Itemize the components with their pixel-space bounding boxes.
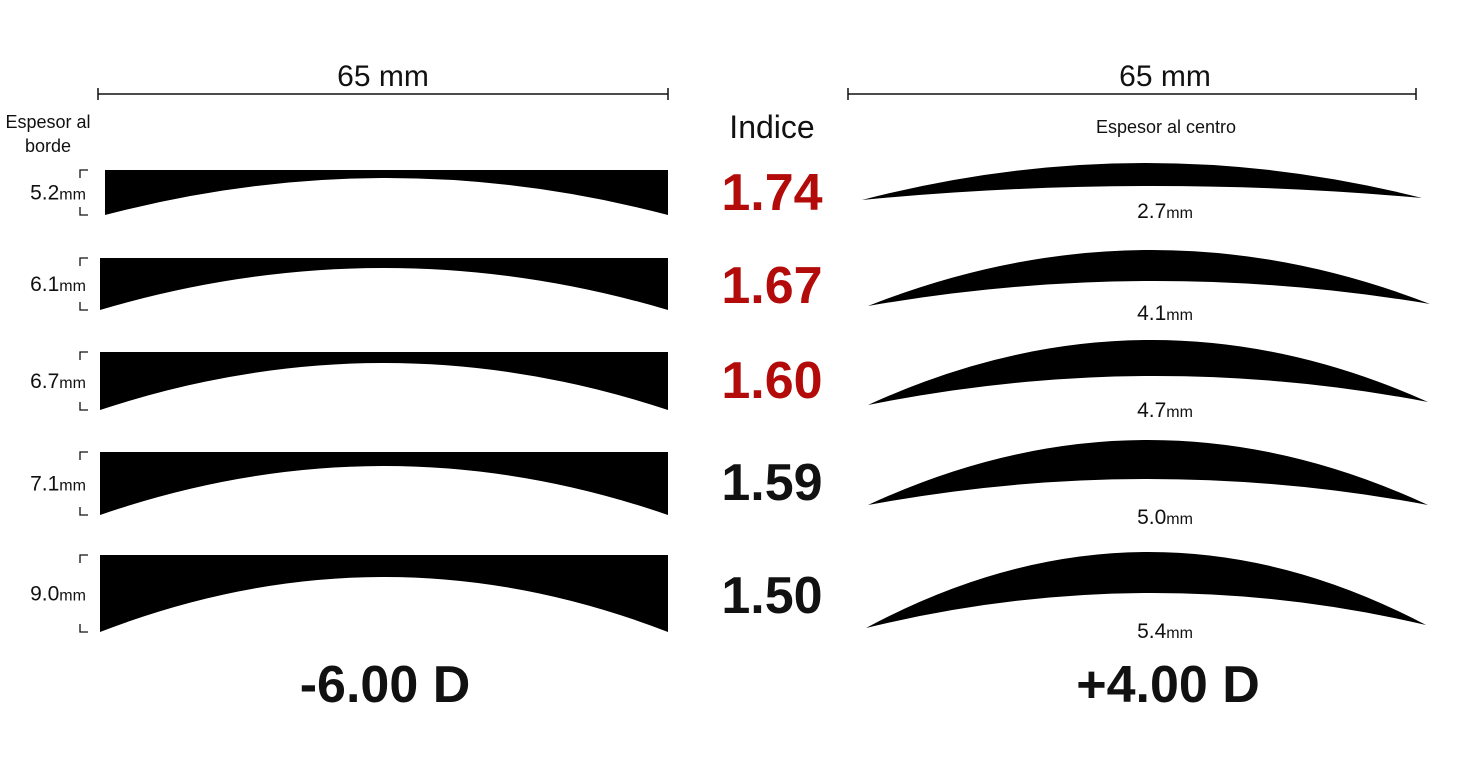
index-heading: Indice [729,109,814,145]
right-heading: Espesor al centro [1096,117,1236,137]
width-label: 65 mm [337,60,429,93]
index-value: 1.60 [721,352,822,410]
dimension-line [97,88,669,100]
plus-lens [862,162,1422,200]
center-thickness: 5.0mm [1137,506,1193,529]
thickness-unit: mm [59,588,86,605]
thickness-value: 5.0 [1137,506,1166,529]
thickness-value: 9.0 [30,583,59,606]
power-label: -6.00 D [300,656,471,714]
center-thickness: 5.4mm [1137,620,1193,643]
thickness-unit: mm [1166,511,1193,528]
dimension-line [847,88,1417,100]
thickness-unit: mm [1166,307,1193,324]
center-thickness: 4.7mm [1137,399,1193,422]
power-label: +4.00 D [1076,656,1260,714]
bracket [79,451,88,516]
thickness-unit: mm [59,187,86,204]
thickness-unit: mm [1166,625,1193,642]
thickness-unit: mm [1166,205,1193,222]
index-value: 1.74 [721,164,822,222]
minus-lens [100,258,668,310]
left-heading: Espesor al [5,112,90,132]
edge-thickness: 5.2mm [30,182,86,205]
left-heading: borde [25,136,71,156]
edge-thickness: 6.7mm [30,370,86,393]
minus-lens [100,555,668,632]
plus-lens [866,551,1426,628]
thickness-value: 4.7 [1137,399,1166,422]
center-thickness: 2.7mm [1137,200,1193,223]
bracket [79,351,88,411]
plus-lens [868,440,1428,505]
edge-thickness: 7.1mm [30,473,86,496]
thickness-unit: mm [59,375,86,392]
bracket [79,257,88,311]
minus-lens [100,352,668,410]
thickness-unit: mm [59,278,86,295]
thickness-value: 5.4 [1137,620,1167,643]
thickness-value: 6.7 [30,370,59,393]
minus-lens [100,452,668,515]
width-label: 65 mm [1119,60,1211,93]
thickness-unit: mm [1166,404,1193,421]
edge-thickness: 6.1mm [30,273,86,296]
index-value: 1.50 [721,567,822,625]
index-value: 1.59 [721,454,822,512]
index-value: 1.67 [721,257,822,315]
bracket [79,169,88,216]
thickness-value: 5.2 [30,182,59,205]
thickness-value: 7.1 [30,473,59,496]
bracket [79,554,88,633]
thickness-value: 2.7 [1137,200,1166,223]
edge-thickness: 9.0mm [30,583,86,606]
thickness-unit: mm [59,478,86,495]
plus-lens [868,249,1430,306]
minus-lens [105,170,668,215]
plus-lens [868,339,1428,405]
thickness-value: 6.1 [30,273,59,296]
center-thickness: 4.1mm [1137,302,1193,325]
thickness-value: 4.1 [1137,302,1166,325]
